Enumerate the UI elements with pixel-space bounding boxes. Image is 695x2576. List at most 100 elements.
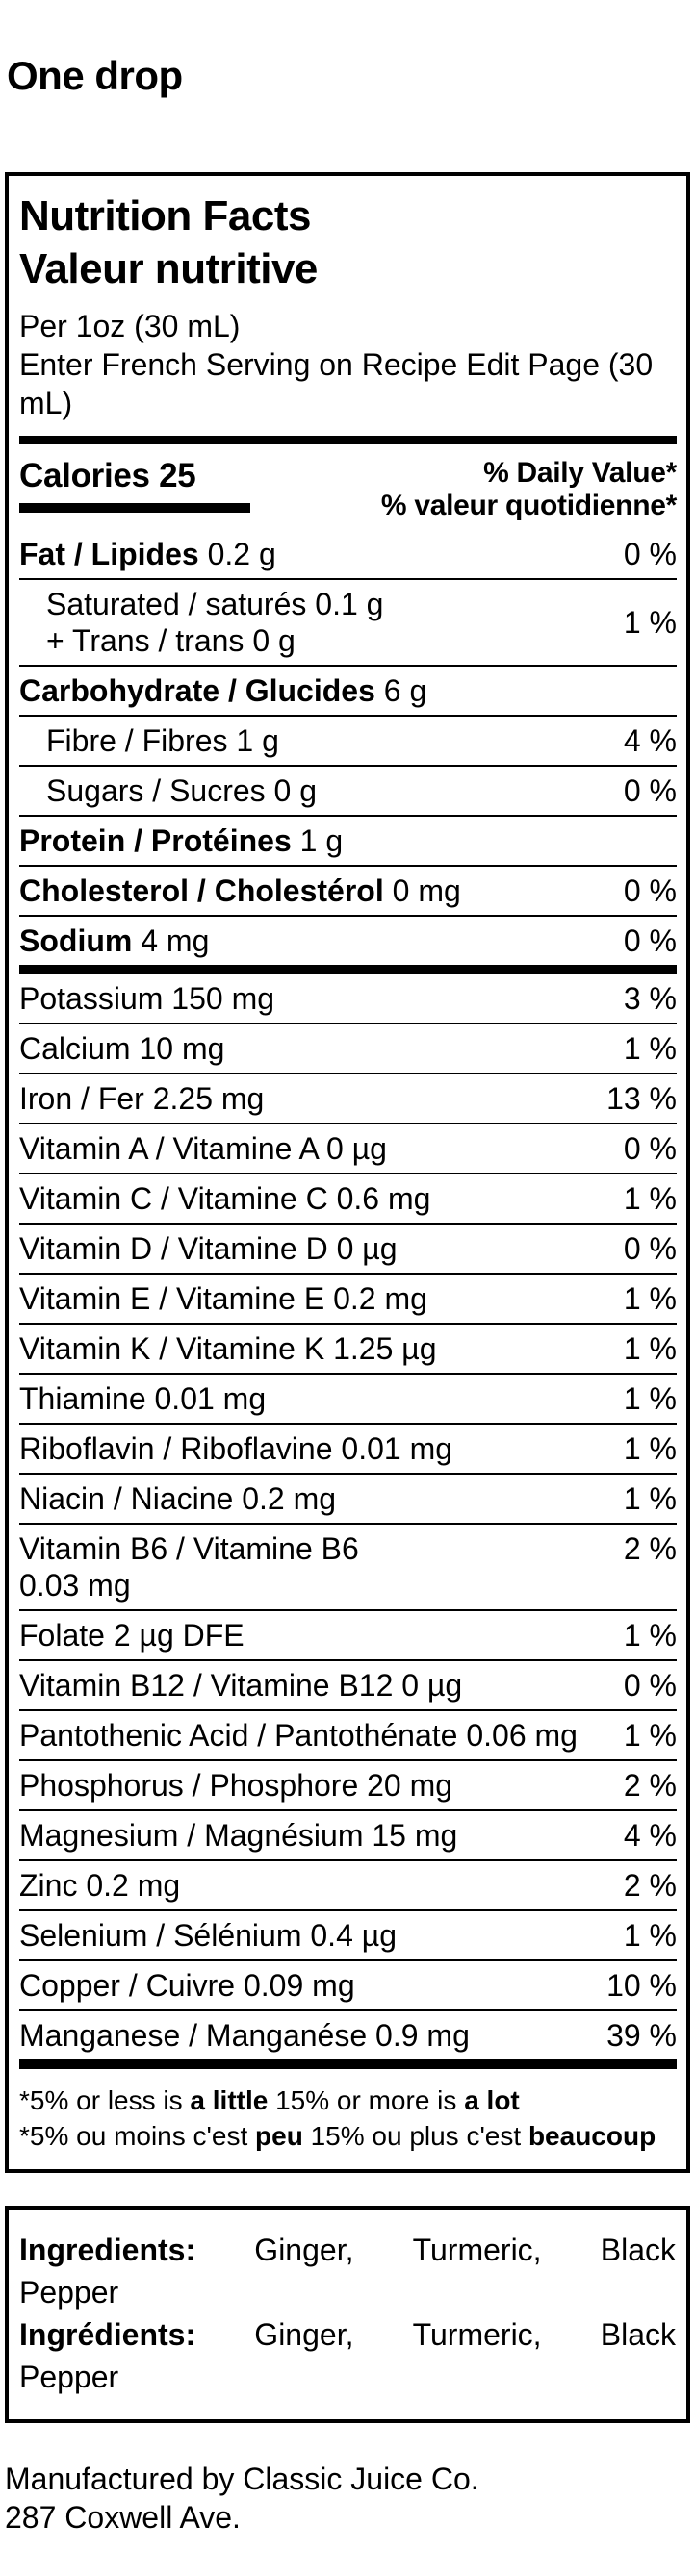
nutrient-daily-value: 0 % xyxy=(623,1668,677,1703)
nutrient-name: Thiamine 0.01 mg xyxy=(19,1380,614,1417)
manufacturer-address: 287 Coxwell Ave. xyxy=(5,2500,241,2535)
nutrient-row: Selenium / Sélénium 0.4 µg 1 % xyxy=(19,1911,677,1959)
nutrient-name-text: Vitamin B12 / Vitamine B12 xyxy=(19,1668,394,1703)
nutrient-row: Vitamin E / Vitamine E 0.2 mg 1 % xyxy=(19,1275,677,1323)
serving-size-block: Per 1oz (30 mL) Enter French Serving on … xyxy=(19,307,677,422)
nutrient-amount: 0.2 mg xyxy=(77,1868,181,1903)
nutrient-name-text: Iron / Fer xyxy=(19,1081,144,1116)
divider-bar-top xyxy=(19,436,677,444)
nutrient-name: Phosphorus / Phosphore 20 mg xyxy=(19,1767,614,1804)
nutrient-daily-value: 1 % xyxy=(623,1181,677,1216)
ingredient-word: Ginger, xyxy=(254,2317,354,2352)
ingredients-line-french: Ingrédients: Ginger, Turmeric, Black xyxy=(19,2313,676,2356)
nutrient-name: Vitamin C / Vitamine C 0.6 mg xyxy=(19,1180,614,1217)
nutrient-name: Folate 2 µg DFE xyxy=(19,1617,614,1654)
nutrient-name: Manganese / Manganése 0.9 mg xyxy=(19,2017,597,2054)
nutrient-name-text: Vitamin B6 / Vitamine B6 xyxy=(19,1531,359,1566)
nutrient-row: Vitamin B6 / Vitamine B6 0.03 mg 2 % xyxy=(19,1525,677,1609)
nutrient-name-text: Niacin / Niacine xyxy=(19,1481,234,1516)
nutrient-daily-value: 3 % xyxy=(623,981,677,1016)
calories-section: Calories 25 % Daily Value* % valeur quot… xyxy=(19,457,677,522)
row-divider xyxy=(19,1909,677,1911)
nutrient-daily-value: 39 % xyxy=(606,2018,677,2053)
row-divider xyxy=(19,1373,677,1375)
serving-size-french: Enter French Serving on Recipe Edit Page… xyxy=(19,347,654,420)
nutrient-name-text: Vitamin K / Vitamine K xyxy=(19,1331,325,1366)
row-divider xyxy=(19,1073,677,1074)
nutrient-name: Carbohydrate / Glucides 6 g xyxy=(19,672,667,709)
nutrient-row: Fibre / Fibres 1 g 4 % xyxy=(19,717,677,765)
serving-size-english: Per 1oz (30 mL) xyxy=(19,309,241,343)
nutrient-name-text: Fat / Lipides xyxy=(19,537,199,571)
nutrient-name: Selenium / Sélénium 0.4 µg xyxy=(19,1917,614,1954)
nutrient-amount: 0.4 µg xyxy=(301,1918,397,1953)
nutrient-row: Niacin / Niacine 0.2 mg 1 % xyxy=(19,1475,677,1523)
nutrient-name: Calcium 10 mg xyxy=(19,1030,614,1067)
nutrient-amount: 0.01 mg xyxy=(332,1431,453,1466)
nutrient-daily-value: 1 % xyxy=(623,1031,677,1066)
nutrient-name-text: Vitamin D / Vitamine D xyxy=(19,1231,328,1266)
nutrient-name-text: Selenium / Sélénium xyxy=(19,1918,302,1953)
row-divider xyxy=(19,1423,677,1425)
nutrient-amount: 1 g xyxy=(227,723,279,758)
nutrient-amount: 0 mg xyxy=(383,873,461,908)
nutrient-name-text: Calcium xyxy=(19,1031,131,1066)
nutrient-row: Fat / Lipides 0.2 g 0 % xyxy=(19,530,677,578)
footnote-text: 15% or more is xyxy=(268,2085,465,2115)
nutrient-row: Vitamin K / Vitamine K 1.25 µg 1 % xyxy=(19,1325,677,1373)
nutrient-daily-value: 1 % xyxy=(623,1431,677,1466)
ingredient-word: Ginger, xyxy=(254,2233,354,2267)
nutrient-name: Fibre / Fibres 1 g xyxy=(19,722,614,759)
nutrient-name-text: Phosphorus / Phosphore xyxy=(19,1768,359,1803)
nutrient-name-text: Manganese / Manganése xyxy=(19,2018,368,2053)
nutrient-name: Copper / Cuivre 0.09 mg xyxy=(19,1967,597,2004)
footnote-bold: peu xyxy=(255,2121,303,2151)
row-divider xyxy=(19,1809,677,1811)
nutrient-row-second-line: 0.03 mg xyxy=(19,1568,131,1603)
row-divider xyxy=(19,1709,677,1711)
row-divider xyxy=(19,1609,677,1611)
nutrient-daily-value: 0 % xyxy=(623,873,677,908)
nutrient-amount: 0.06 mg xyxy=(457,1718,578,1753)
nutrient-row: Thiamine 0.01 mg 1 % xyxy=(19,1375,677,1423)
row-divider xyxy=(19,1523,677,1525)
nutrient-row: Pantothenic Acid / Pantothénate 0.06 mg … xyxy=(19,1711,677,1759)
daily-value-header-french: % valeur quotidienne* xyxy=(380,490,677,521)
nutrient-amount: 0.1 g xyxy=(306,587,384,621)
nutrient-row: Zinc 0.2 mg 2 % xyxy=(19,1861,677,1909)
nutrient-name: Vitamin B12 / Vitamine B12 0 µg xyxy=(19,1667,614,1704)
footnote-english: *5% or less is a little 15% or more is a… xyxy=(19,2083,677,2118)
footnote-bold: a little xyxy=(190,2085,269,2115)
nutrient-name-text: Sodium xyxy=(19,923,133,958)
footnote-bold: a lot xyxy=(464,2085,520,2115)
nutrient-row-second-line: + Trans / trans 0 g xyxy=(46,623,296,658)
nutrient-amount: 2 µg DFE xyxy=(104,1618,245,1653)
nutrient-name: Magnesium / Magnésium 15 mg xyxy=(19,1817,614,1854)
ingredients-label-french: Ingrédients: xyxy=(19,2317,196,2352)
nutrient-amount: 1.25 µg xyxy=(324,1331,437,1366)
nutrient-row: Manganese / Manganése 0.9 mg 39 % xyxy=(19,2011,677,2059)
nutrient-daily-value: 1 % xyxy=(623,1281,677,1316)
nutrient-daily-value: 4 % xyxy=(623,1818,677,1853)
nutrient-name-text: Copper / Cuivre xyxy=(19,1968,236,2003)
nutrient-daily-value: 2 % xyxy=(623,1868,677,1903)
nutrient-amount: 0.09 mg xyxy=(235,1968,355,2003)
nutrient-daily-value: 1 % xyxy=(623,1618,677,1653)
row-divider xyxy=(19,2009,677,2011)
nutrient-name-text: Vitamin A / Vitamine A xyxy=(19,1131,319,1166)
nutrient-amount: 0.6 mg xyxy=(327,1181,431,1216)
nutrient-row: Vitamin A / Vitamine A 0 µg 0 % xyxy=(19,1124,677,1173)
ingredient-word: Turmeric, xyxy=(412,2317,542,2352)
ingredient-word-wrap: Pepper xyxy=(19,2360,119,2394)
footnote-text: *5% or less is xyxy=(19,2085,191,2115)
label-title-english: Nutrition Facts xyxy=(19,192,311,240)
row-divider xyxy=(19,915,677,917)
nutrient-name-text: Potassium xyxy=(19,981,164,1016)
nutrient-name: Riboflavin / Riboflavine 0.01 mg xyxy=(19,1430,614,1467)
nutrient-daily-value: 1 % xyxy=(623,605,677,640)
nutrient-amount: 150 mg xyxy=(163,981,275,1016)
nutrient-amount: 15 mg xyxy=(363,1818,458,1853)
nutrient-row: Sodium 4 mg 0 % xyxy=(19,917,677,965)
row-divider xyxy=(19,1323,677,1325)
